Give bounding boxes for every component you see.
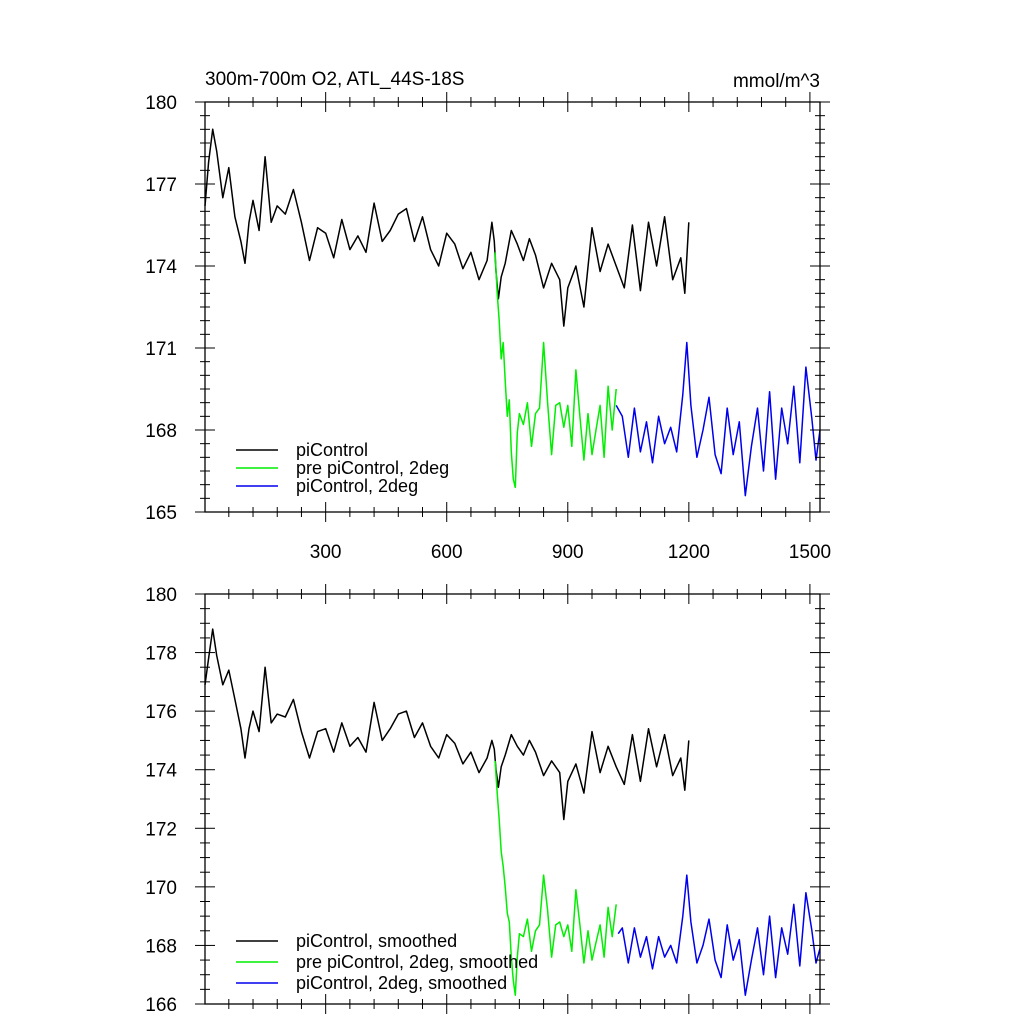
series-line-3	[615, 341, 821, 497]
bottom-panel-series	[204, 628, 821, 996]
y-tick-label: 165	[145, 503, 177, 524]
series-line-2	[494, 252, 617, 489]
series-line-3	[617, 874, 821, 996]
x-tick-label: 1500	[789, 542, 831, 563]
x-tick-label: 600	[431, 542, 463, 563]
y-tick-label: 174	[145, 761, 177, 782]
series-line-1	[204, 628, 690, 821]
y-tick-label: 168	[145, 421, 177, 442]
y-tick-label: 180	[145, 93, 177, 114]
y-tick-label: 178	[145, 644, 177, 665]
legend-label: piControl, 2deg	[296, 476, 418, 496]
bottom-panel: 166 168 170 172 174 176 178 180 piControl, smoo…	[145, 584, 830, 1016]
top-panel-axes: 300 600 900 1200 1500 165 168 171 174 177 180	[145, 92, 831, 563]
x-tick-label: 900	[552, 542, 584, 563]
y-tick-label: 180	[145, 585, 177, 606]
y-tick-label: 177	[145, 175, 177, 196]
legend-label: pre piControl, 2deg, smoothed	[296, 952, 538, 972]
x-tick-label: 300	[310, 542, 342, 563]
bottom-panel-axes: 166 168 170 172 174 176 178 180	[145, 584, 830, 1016]
top-panel-title: 300m-700m O2, ATL_44S-18S	[205, 69, 464, 90]
series-line-2	[494, 760, 617, 996]
y-tick-label: 168	[145, 936, 177, 957]
y-tick-label: 166	[145, 995, 177, 1016]
legend-label: piControl, 2deg, smoothed	[296, 973, 507, 993]
y-tick-label: 170	[145, 878, 177, 899]
series-line-1	[204, 128, 690, 327]
top-panel-frame	[204, 101, 821, 513]
legend-label: pre piControl, 2deg	[296, 458, 449, 478]
legend-label: piControl, smoothed	[296, 931, 457, 951]
y-tick-label: 174	[145, 257, 177, 278]
y-tick-label: 172	[145, 819, 177, 840]
top-panel-units: mmol/m^3	[733, 71, 820, 92]
top-panel-series	[204, 128, 821, 497]
legend-label: piControl	[296, 440, 368, 460]
y-tick-label: 176	[145, 702, 177, 723]
top-panel: 300m-700m O2, ATL_44S-18S mmol/m^3 300 60…	[145, 69, 831, 563]
y-tick-label: 171	[145, 339, 177, 360]
bottom-panel-frame	[204, 593, 821, 1005]
x-tick-label: 1200	[668, 542, 710, 563]
